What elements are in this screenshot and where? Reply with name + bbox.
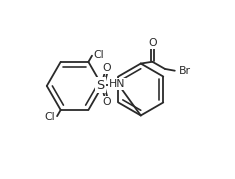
Text: S: S xyxy=(96,79,105,91)
Text: HN: HN xyxy=(109,79,125,89)
Text: Cl: Cl xyxy=(45,112,55,122)
Text: O: O xyxy=(102,63,111,73)
Text: Cl: Cl xyxy=(94,50,104,60)
Text: O: O xyxy=(148,38,157,48)
Text: O: O xyxy=(102,97,111,107)
Text: Br: Br xyxy=(179,66,191,76)
